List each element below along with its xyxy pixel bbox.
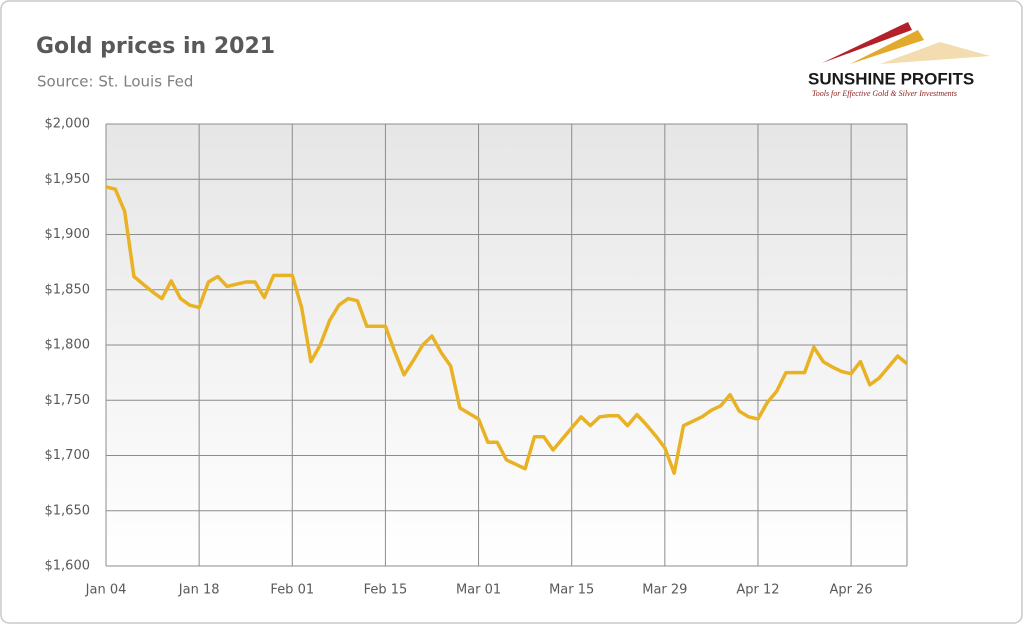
price-line xyxy=(105,185,909,475)
y-tick-label: $1,900 xyxy=(45,227,91,242)
y-tick-label: $1,750 xyxy=(45,393,91,408)
logo: SUNSHINE PROFITS Tools for Effective Gol… xyxy=(808,22,990,98)
x-tick-label: Jan 18 xyxy=(178,583,220,598)
chart-title: Gold prices in 2021 xyxy=(36,34,275,59)
logo-tagline: Tools for Effective Gold & Silver Invest… xyxy=(812,89,957,98)
y-tick-label: $1,700 xyxy=(45,448,91,463)
x-tick-label: Jan 04 xyxy=(85,583,127,598)
x-tick-label: Mar 29 xyxy=(642,583,687,598)
x-tick-label: Feb 15 xyxy=(364,583,408,598)
logo-swoosh xyxy=(880,42,990,64)
x-tick-label: Mar 01 xyxy=(456,583,501,598)
y-tick-label: $1,800 xyxy=(45,338,91,353)
logo-swoosh xyxy=(850,30,924,64)
x-tick-label: Apr 26 xyxy=(830,583,873,598)
logo-swoosh xyxy=(822,22,912,63)
chart-subtitle: Source: St. Louis Fed xyxy=(37,73,193,91)
x-tick-label: Apr 12 xyxy=(736,583,779,598)
x-tick-label: Mar 15 xyxy=(549,583,594,598)
y-tick-label: $1,600 xyxy=(45,559,91,574)
x-tick-label: Feb 01 xyxy=(270,583,314,598)
logo-name: SUNSHINE PROFITS xyxy=(808,69,974,88)
y-tick-label: $1,950 xyxy=(45,172,91,187)
y-tick-label: $2,000 xyxy=(45,117,91,132)
y-tick-label: $1,850 xyxy=(45,282,91,297)
y-tick-label: $1,650 xyxy=(45,503,91,518)
